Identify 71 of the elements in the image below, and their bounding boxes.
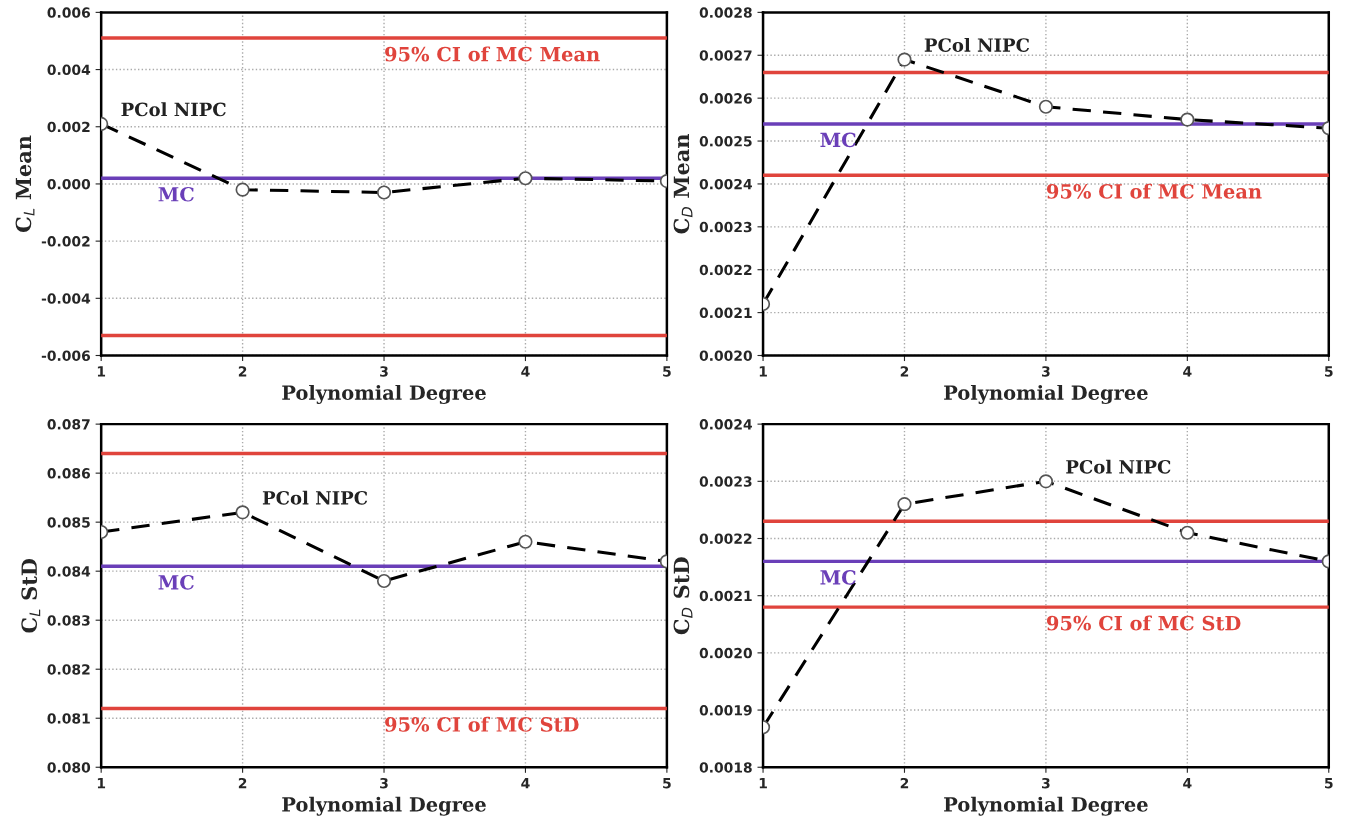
y-tick-label: 0.080 [47,762,91,773]
series-label: PCol NIPC [1066,459,1171,474]
y-tick-label: 0.0019 [699,705,752,716]
x-tick-label: 4 [521,778,530,789]
ref-line-label: 95% CI of MC StD [1046,615,1241,631]
y-tick-label: 0.085 [47,517,90,528]
x-tick-label: 3 [380,366,388,377]
x-tick-label: 3 [380,777,388,789]
series-label: PCol NIPC [262,490,368,505]
y-tick-label: 0.0021 [699,307,752,319]
y-axis-title: C$_{D}$ Mean [673,134,693,234]
y-tick-label: 0.0023 [699,221,752,233]
y-tick-label: -0.002 [41,236,90,247]
y-tick-label: 0.0026 [699,93,752,104]
y-tick-label: 0.0024 [699,419,752,430]
y-tick-label: 0.000 [47,178,91,190]
x-tick-label: 5 [663,366,671,377]
x-tick-label: 2 [900,777,909,789]
x-axis-title: Polynomial Degree [944,796,1148,816]
y-tick-label: 0.082 [47,664,90,675]
x-tick-label: 4 [521,366,530,377]
y-axis-title: C$_{D}$ StD [673,557,693,635]
y-tick-label: 0.084 [47,566,91,577]
y-tick-label: 0.004 [47,64,91,76]
y-tick-label: 0.0028 [699,7,752,18]
x-tick-label: 4 [1183,366,1192,377]
y-tick-label: 0.0027 [699,50,752,61]
x-tick-label: 3 [1042,777,1050,789]
x-axis-title: Polynomial Degree [282,384,486,405]
x-tick-label: 3 [1042,366,1050,377]
x-tick-label: 1 [97,366,106,377]
x-tick-label: 5 [663,778,671,789]
y-tick-label: 0.006 [47,7,91,18]
x-tick-label: 1 [759,366,767,377]
x-tick-label: 5 [1325,366,1333,377]
ref-line-label: 95% CI of MC Mean [1046,183,1262,199]
y-tick-label: 0.0020 [699,350,752,361]
series-label: PCol NIPC [924,37,1030,52]
y-tick-label: 0.086 [47,468,91,479]
ref-line-label: 95% CI of MC StD [385,716,579,732]
y-tick-label: 0.0024 [699,178,752,190]
y-axis-title: C$_{L}$ StD [21,558,41,633]
y-tick-label: 0.0025 [699,136,752,147]
ref-line-label: MC [158,574,194,590]
y-axis-title: C$_{L}$ Mean [15,135,35,232]
y-tick-label: 0.083 [47,615,90,626]
ref-line-label: 95% CI of MC Mean [385,46,600,62]
y-tick-label: 0.0020 [699,647,752,659]
x-tick-label: 1 [759,778,767,789]
y-tick-label: 0.0022 [699,533,752,544]
y-tick-label: 0.087 [47,419,90,430]
x-tick-label: 2 [238,366,247,377]
y-tick-label: 0.0018 [699,762,752,773]
y-tick-label: 0.0022 [699,264,752,276]
x-tick-label: 1 [97,778,106,789]
x-axis-title: Polynomial Degree [944,384,1148,405]
series-label: PCol NIPC [121,102,226,117]
ref-line-label: MC [820,132,856,148]
ref-line-label: MC [820,570,856,585]
y-tick-label: 0.0021 [699,590,752,602]
y-tick-label: 0.0023 [699,476,752,487]
y-tick-label: -0.006 [41,350,91,361]
y-tick-label: 0.002 [47,121,90,133]
x-axis-title: Polynomial Degree [282,796,486,816]
ref-line-label: MC [158,186,194,202]
x-tick-label: 5 [1325,778,1333,789]
y-tick-label: 0.081 [47,713,90,724]
y-tick-label: -0.004 [41,293,91,304]
x-tick-label: 2 [238,777,247,789]
x-tick-label: 2 [900,366,909,377]
x-tick-label: 4 [1183,778,1192,789]
